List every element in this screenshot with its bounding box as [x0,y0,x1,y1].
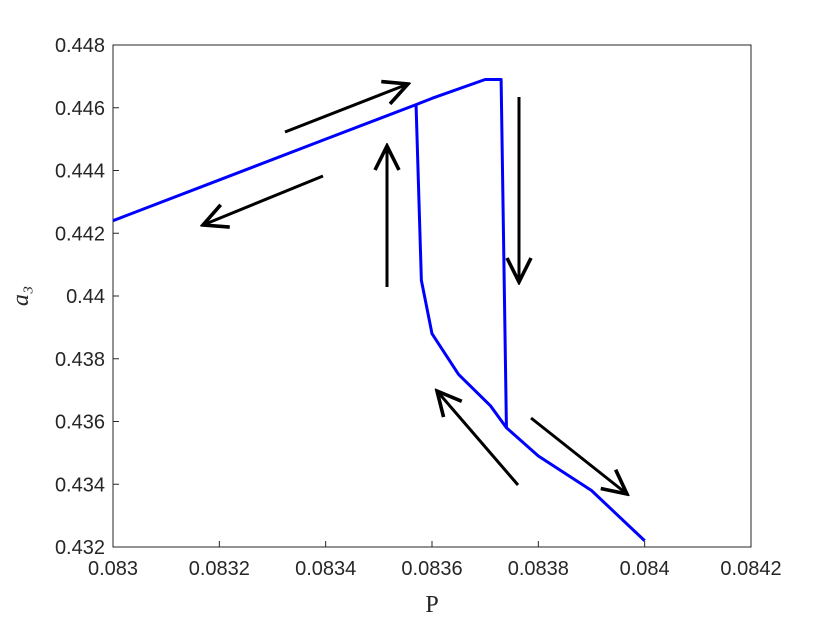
y-axis-label: a₃ [8,286,34,306]
y-tick-label: 0.438 [55,349,105,371]
x-tick-label: 0.0834 [295,558,356,580]
x-tick-label: 0.0838 [508,558,569,580]
arrow [203,174,324,225]
y-tick-label: 0.446 [55,98,105,120]
arrow [437,391,520,486]
y-tick-label: 0.44 [66,286,105,308]
x-tick-label: 0.083 [88,558,138,580]
y-tick-label: 0.448 [55,35,105,57]
data-line [112,78,646,542]
y-tick-label: 0.436 [55,412,105,434]
arrow [530,416,627,494]
x-tick-label: 0.0836 [401,558,462,580]
x-axis-label: P [425,592,438,618]
x-tick-label: 0.084 [620,558,670,580]
x-tick-label: 0.0842 [720,558,781,580]
y-tick-label: 0.444 [55,161,105,183]
annotation-arrows [203,84,627,494]
plot-frame [112,44,752,548]
data-line [414,104,508,429]
y-tick-label: 0.442 [55,223,105,245]
y-tick-label: 0.434 [55,474,105,496]
y-tick-label: 0.432 [55,537,105,559]
x-tick-label: 0.0832 [189,558,250,580]
arrow [284,84,408,134]
